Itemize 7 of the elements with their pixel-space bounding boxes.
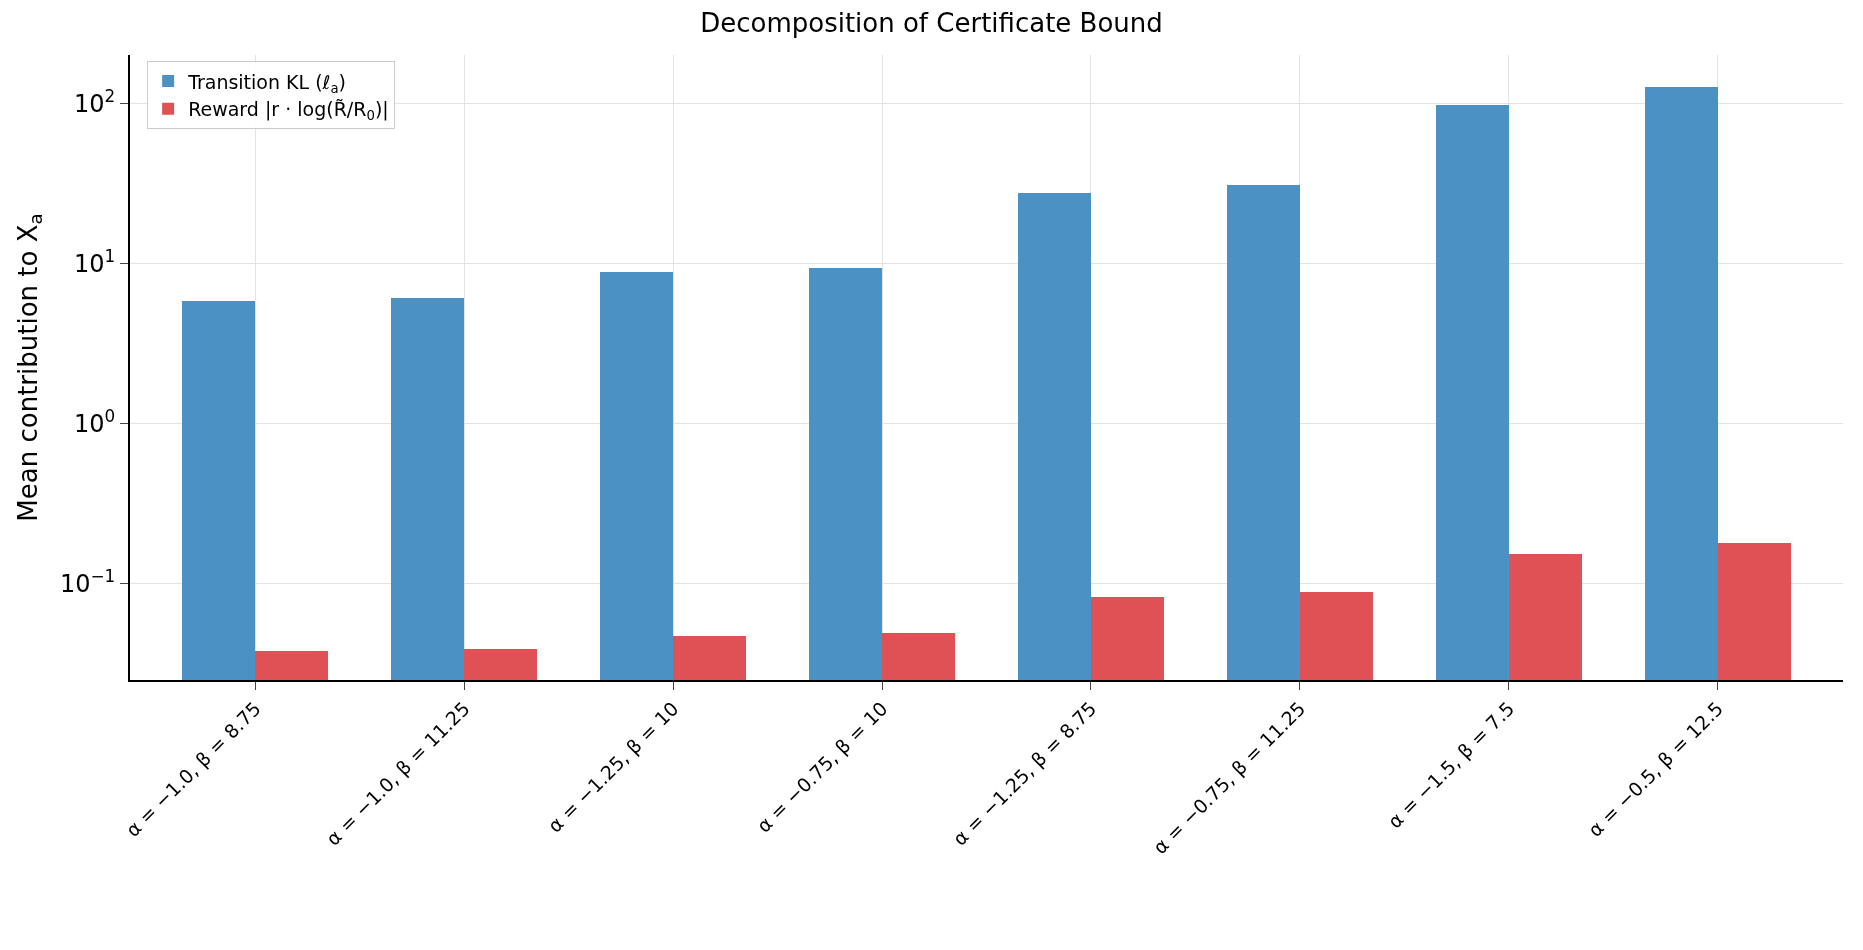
y-tick-label: 10$^{0}$ bbox=[73, 405, 116, 438]
legend-label: Reward |r · log(R̃/R$_{0}$)| bbox=[188, 98, 389, 124]
y-tick-label: 10$^{2}$ bbox=[73, 85, 116, 118]
legend-label: Transition KL (ℓ$_{a}$) bbox=[187, 70, 346, 96]
y-tick-label: 10$^{1}$ bbox=[73, 245, 116, 278]
chart-title: Decomposition of Certificate Bound bbox=[700, 8, 1163, 39]
y-tick-label: 10$^{−1}$ bbox=[59, 565, 116, 598]
